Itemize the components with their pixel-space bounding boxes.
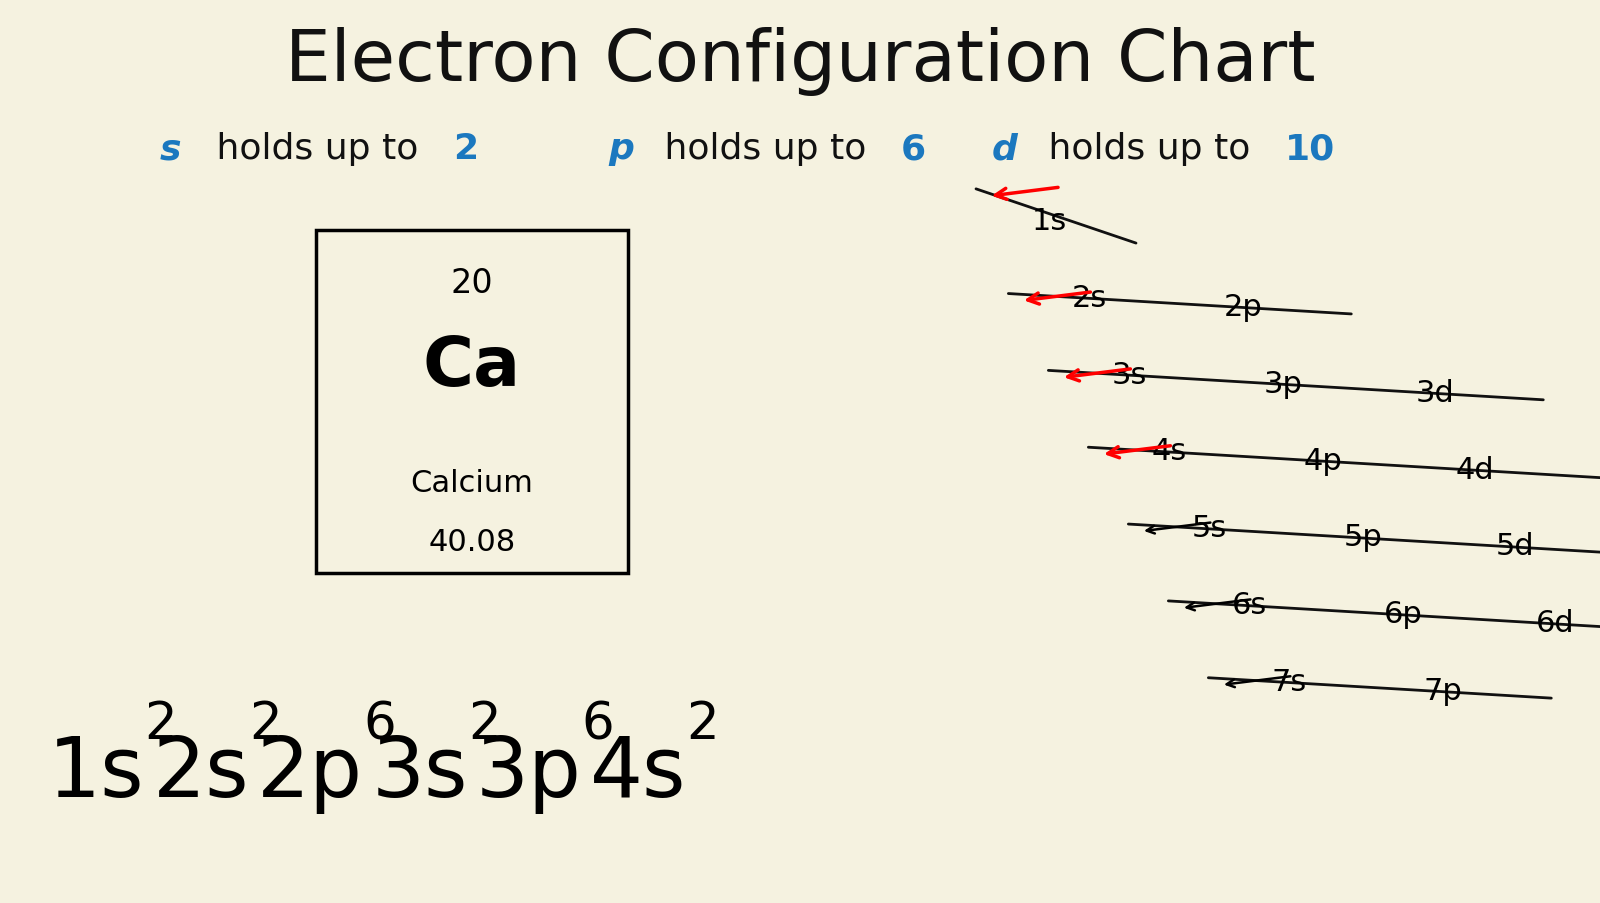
Text: holds up to: holds up to	[1037, 132, 1262, 166]
Text: 6s: 6s	[1232, 591, 1267, 619]
Text: 2: 2	[686, 700, 718, 749]
Text: 6: 6	[582, 700, 614, 749]
Text: 10: 10	[1285, 132, 1334, 166]
Text: 7p: 7p	[1424, 676, 1462, 705]
Text: d: d	[992, 132, 1018, 166]
Text: 6: 6	[363, 700, 397, 749]
Text: 3s: 3s	[371, 731, 467, 813]
Text: 2s: 2s	[152, 731, 250, 813]
Text: 4s: 4s	[1152, 437, 1187, 466]
Text: 6: 6	[901, 132, 926, 166]
Text: 6p: 6p	[1384, 600, 1422, 628]
Text: 4s: 4s	[590, 731, 686, 813]
Text: s: s	[160, 132, 181, 166]
Text: 4p: 4p	[1304, 446, 1342, 475]
Text: holds up to: holds up to	[205, 132, 430, 166]
Text: 7s: 7s	[1272, 667, 1307, 696]
Text: 3p: 3p	[1264, 369, 1302, 398]
Text: 2s: 2s	[1072, 284, 1107, 312]
Text: 5s: 5s	[1192, 514, 1227, 543]
Text: holds up to: holds up to	[653, 132, 878, 166]
Text: 1s: 1s	[48, 731, 144, 813]
Text: 5d: 5d	[1496, 532, 1534, 561]
Text: Calcium: Calcium	[411, 469, 533, 498]
Text: 2p: 2p	[258, 731, 363, 813]
Text: 2: 2	[250, 700, 282, 749]
Text: 40.08: 40.08	[429, 527, 515, 556]
Text: 6d: 6d	[1536, 609, 1574, 638]
Text: 2: 2	[453, 132, 478, 166]
Text: 3d: 3d	[1416, 378, 1454, 407]
Text: 20: 20	[451, 266, 493, 300]
Text: 3p: 3p	[475, 731, 582, 813]
Text: Ca: Ca	[422, 332, 522, 399]
Text: 5p: 5p	[1344, 523, 1382, 552]
Text: p: p	[608, 132, 634, 166]
Text: 1s: 1s	[1032, 207, 1067, 236]
Text: 4d: 4d	[1456, 455, 1494, 484]
Text: 2p: 2p	[1224, 293, 1262, 321]
Text: Electron Configuration Chart: Electron Configuration Chart	[285, 27, 1315, 96]
Text: 3s: 3s	[1112, 360, 1147, 389]
Text: 2: 2	[467, 700, 501, 749]
Bar	[315, 230, 627, 573]
Text: 2: 2	[144, 700, 178, 749]
